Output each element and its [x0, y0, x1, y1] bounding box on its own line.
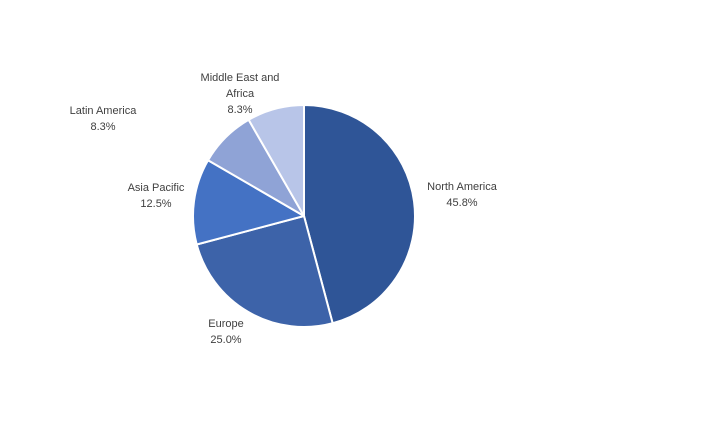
- slice-label-pct: 12.5%: [140, 198, 172, 210]
- slice-label-pct: 25.0%: [210, 334, 242, 346]
- slice-label-name: Europe: [208, 318, 244, 330]
- pie-slice-middle-east-and-africa[interactable]: [247, 104, 305, 217]
- slice-label-pct: 8.3%: [227, 104, 253, 116]
- slice-label-north-america: North America 45.8%: [427, 179, 497, 211]
- slice-label-asia-pacific: Asia Pacific 12.5%: [128, 180, 185, 212]
- slice-label-pct: 8.3%: [90, 121, 116, 133]
- slice-label-europe: Europe 25.0%: [208, 316, 243, 348]
- pie-slice-europe[interactable]: [195, 215, 334, 328]
- pie-slice-asia-pacific[interactable]: [192, 159, 305, 246]
- slice-label-name: North America: [427, 181, 497, 193]
- slice-label-name: Asia Pacific: [127, 182, 185, 194]
- slice-label-name: Latin America: [69, 105, 137, 117]
- slice-label-pct: 45.8%: [446, 197, 478, 209]
- pie-slice-north-america[interactable]: [303, 104, 416, 325]
- slice-label-name: Middle East and Africa: [200, 72, 280, 100]
- slice-label-middle-east-and-africa: Middle East and Africa 8.3%: [190, 70, 290, 118]
- slice-label-latin-america: Latin America 8.3%: [70, 103, 137, 135]
